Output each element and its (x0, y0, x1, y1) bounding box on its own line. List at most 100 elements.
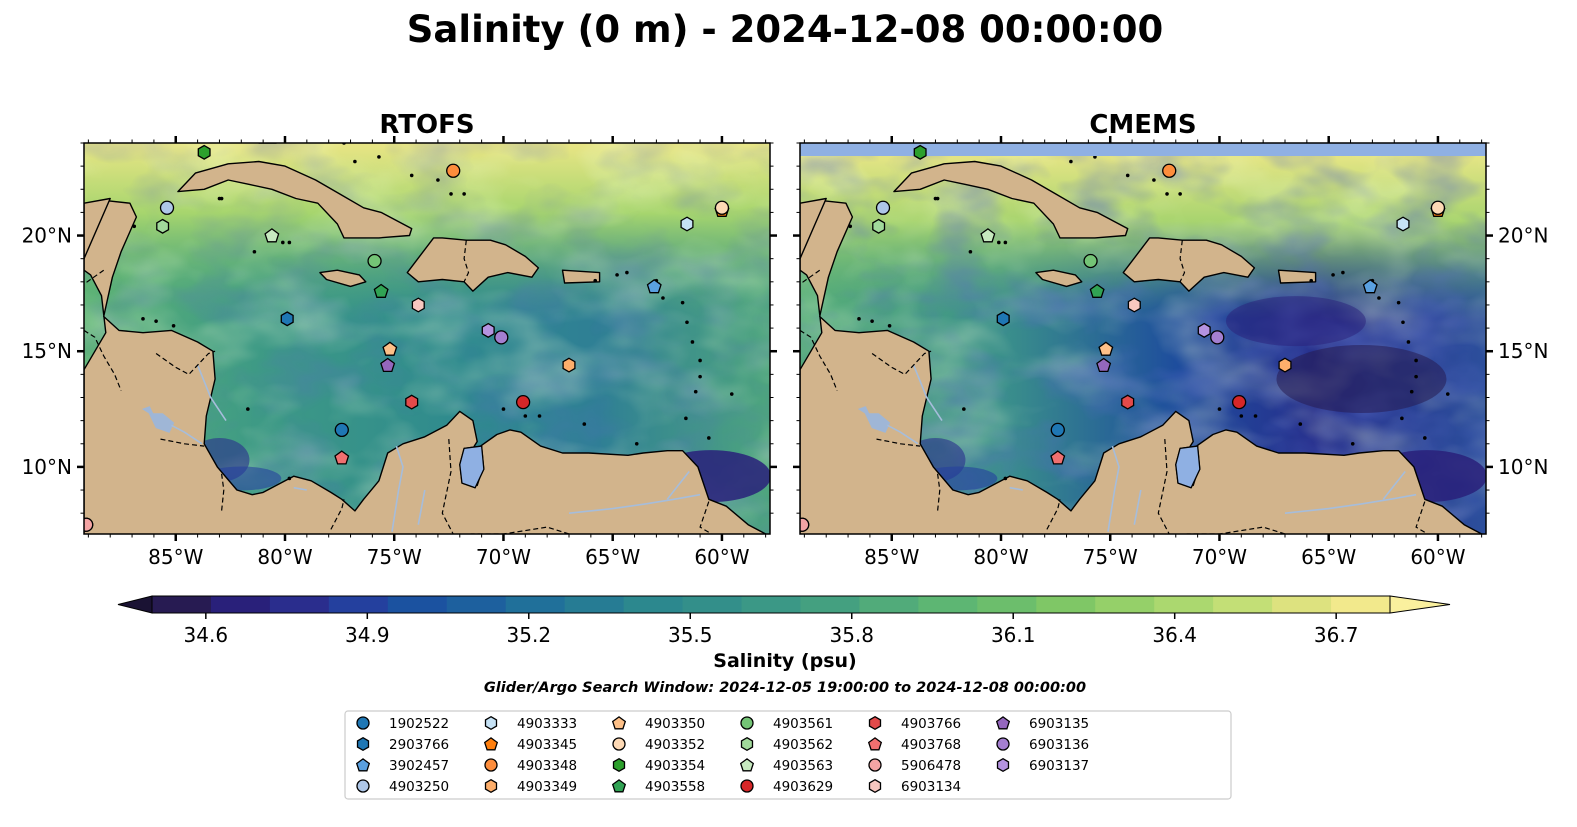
small-island (537, 414, 542, 418)
figure-title: Salinity (0 m) - 2024-12-08 00:00:00 (407, 8, 1163, 51)
legend-marker (995, 716, 1011, 730)
colorbar-tick-label: 35.5 (668, 623, 713, 647)
colorbar-segment (446, 596, 507, 613)
land-florida (258, 143, 277, 144)
river (1107, 445, 1120, 532)
small-island (246, 407, 250, 411)
small-island (729, 392, 734, 396)
small-island (281, 240, 285, 245)
colorbar-extend-min (117, 595, 153, 614)
river (666, 471, 690, 500)
legend-label: 4903250 (389, 779, 449, 795)
colorbar-tick-label: 35.2 (507, 623, 552, 647)
float-legend: 1902522 2903766 3902457 4903250 4903333 49033… (344, 710, 1232, 800)
small-island (1069, 159, 1073, 164)
float-marker (280, 311, 294, 327)
legend-marker (483, 737, 499, 751)
country-border (470, 526, 570, 534)
small-island (968, 249, 973, 254)
legend-marker (740, 779, 754, 793)
land-florida (974, 143, 993, 144)
float-marker (1050, 450, 1066, 465)
float-marker (334, 422, 349, 438)
no-data-band (800, 143, 1486, 156)
float-marker (913, 144, 927, 160)
small-island (698, 358, 702, 363)
small-island (1401, 320, 1405, 325)
small-island (698, 374, 702, 379)
colorbar-segment (977, 596, 1037, 613)
country-border (1179, 240, 1186, 283)
small-island (1341, 270, 1345, 275)
small-island (154, 319, 158, 323)
colorbar-segment (859, 596, 919, 613)
small-island (684, 416, 688, 421)
lake-maracaibo (459, 445, 485, 489)
small-island (409, 173, 414, 178)
small-island (1217, 407, 1222, 411)
country-border (699, 501, 713, 534)
colorbar-tick-label: 36.1 (991, 623, 1036, 647)
small-island (1125, 173, 1130, 178)
float-marker (996, 311, 1010, 327)
colorbar-segment (800, 596, 861, 613)
small-island (287, 476, 292, 481)
legend-marker (996, 757, 1010, 773)
float-marker (494, 330, 509, 345)
legend-marker (356, 779, 370, 793)
float-marker (1098, 341, 1114, 356)
legend-label: 4903766 (901, 716, 961, 732)
small-island (1178, 192, 1182, 196)
float-marker (446, 163, 461, 178)
country-border (800, 329, 838, 391)
lon-tick-label: 85°W (864, 545, 919, 569)
legend-marker (739, 758, 755, 772)
legend-marker (612, 757, 626, 773)
country-border (871, 350, 932, 376)
float-marker (1278, 357, 1292, 373)
small-island (693, 389, 698, 394)
colorbar-segment (682, 596, 743, 613)
panel-title-cmems: CMEMS (1089, 110, 1196, 140)
colorbar-segment (1213, 596, 1273, 613)
float-marker (980, 228, 996, 243)
lake-maracaibo (1175, 445, 1201, 489)
colorbar-segment (328, 596, 389, 613)
country-border (1157, 439, 1170, 534)
small-island (449, 192, 453, 196)
land-yucatan (800, 197, 827, 260)
land-cuba (893, 160, 1129, 239)
country-border (876, 438, 921, 447)
lake (141, 406, 156, 418)
colorbar: 34.6 34.9 35.2 35.5 35.8 36.1 36.4 36.7 (117, 595, 1451, 647)
legend-marker (740, 716, 754, 730)
lat-tick-label: 10°N (1498, 455, 1548, 479)
lat-tick-label: 20°N (1498, 224, 1548, 248)
legend-marker (867, 737, 883, 751)
country-border (160, 438, 205, 447)
land-hispaniola (1122, 237, 1256, 292)
legend-label: 4903563 (773, 758, 833, 774)
small-island (1377, 296, 1381, 300)
legend-marker (612, 737, 626, 751)
land-jamaica (319, 269, 367, 288)
float-marker (411, 297, 425, 313)
country-border (84, 329, 122, 391)
lat-tick-label: 10°N (22, 455, 72, 479)
float-marker (264, 228, 280, 243)
colorbar-tick-label: 34.6 (184, 623, 229, 647)
float-marker (1231, 394, 1247, 410)
small-island (353, 159, 357, 164)
country-border (84, 269, 105, 285)
lon-tick-label: 70°W (1192, 545, 1247, 569)
float-marker (1121, 394, 1135, 410)
axis-tick-labels: 85°W 80°W 75°W 70°W 65°W 60°W 10°N 15°N 20°N 85°W… (22, 224, 1549, 569)
colorbar-extend-max (1389, 595, 1451, 614)
country-border (221, 473, 225, 511)
small-island (997, 240, 1001, 245)
small-island (1350, 441, 1355, 446)
colorbar-label: Salinity (psu) (713, 650, 856, 672)
river (391, 445, 404, 532)
country-border (441, 439, 454, 534)
